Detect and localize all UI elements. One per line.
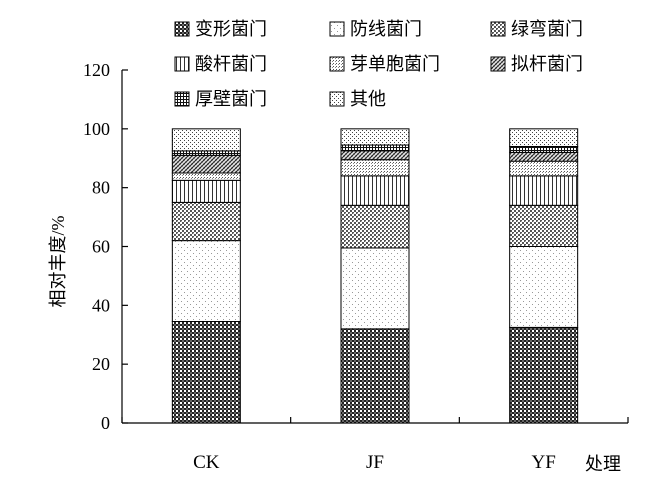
bar-segment xyxy=(340,159,410,177)
y-tick-label: 80 xyxy=(92,178,110,198)
legend-label: 其他 xyxy=(350,89,386,109)
bar-segment xyxy=(509,175,579,206)
bar-segment xyxy=(340,144,410,152)
x-tick-label: JF xyxy=(366,452,384,473)
legend-swatch xyxy=(490,56,506,72)
legend-swatch xyxy=(329,56,345,72)
legend-swatch xyxy=(174,21,190,37)
bar-segment xyxy=(171,240,241,323)
legend-label: 酸杆菌门 xyxy=(195,54,267,74)
y-tick-label: 120 xyxy=(83,60,110,80)
bar-segment xyxy=(171,179,241,203)
x-axis-title: 处理 xyxy=(585,454,621,474)
bar-segment xyxy=(340,247,410,330)
legend-label: 变形菌门 xyxy=(195,19,267,39)
bar-segment xyxy=(340,328,410,424)
y-tick-label: 20 xyxy=(92,354,110,374)
bar-segment xyxy=(509,160,579,177)
legend-label: 芽单胞菌门 xyxy=(350,54,440,74)
bar-segment xyxy=(509,204,579,247)
bar-segment xyxy=(509,246,579,328)
x-tick-label: YF xyxy=(532,452,556,473)
y-axis-title: 相对丰度/% xyxy=(48,215,68,307)
legend-swatch xyxy=(174,91,190,107)
y-tick-label: 40 xyxy=(92,295,110,315)
legend-swatch xyxy=(329,21,345,37)
legend-label: 拟杆菌门 xyxy=(511,54,583,74)
bar-segment xyxy=(171,128,241,152)
legend-swatch xyxy=(329,91,345,107)
bar-segment xyxy=(340,175,410,206)
legend-swatch xyxy=(490,21,506,37)
bar-segment xyxy=(509,145,579,153)
bar-segment xyxy=(171,172,241,181)
legend-label: 绿弯菌门 xyxy=(511,19,583,39)
bar-segment xyxy=(171,154,241,174)
legend-label: 防线菌门 xyxy=(350,19,422,39)
bar-segment xyxy=(340,150,410,161)
bar-segment xyxy=(171,321,241,424)
bar-segment xyxy=(340,204,410,249)
bar-segment xyxy=(171,201,241,242)
bar-segment xyxy=(509,128,579,147)
y-tick-label: 0 xyxy=(101,413,110,433)
legend-swatch xyxy=(174,56,190,72)
bar-segment xyxy=(340,128,410,146)
axes: 0 20 40 60 80 100 120 相对丰度/% 处理 CK JF YF xyxy=(48,60,629,474)
bar-segment xyxy=(509,151,579,162)
x-tick-label: CK xyxy=(193,452,220,473)
y-tick-label: 60 xyxy=(92,237,110,257)
legend-label: 厚壁菌门 xyxy=(195,89,267,109)
y-tick-label: 100 xyxy=(83,119,110,139)
bar-segment xyxy=(509,326,579,424)
bar-segment xyxy=(171,150,241,156)
bars xyxy=(171,128,579,424)
